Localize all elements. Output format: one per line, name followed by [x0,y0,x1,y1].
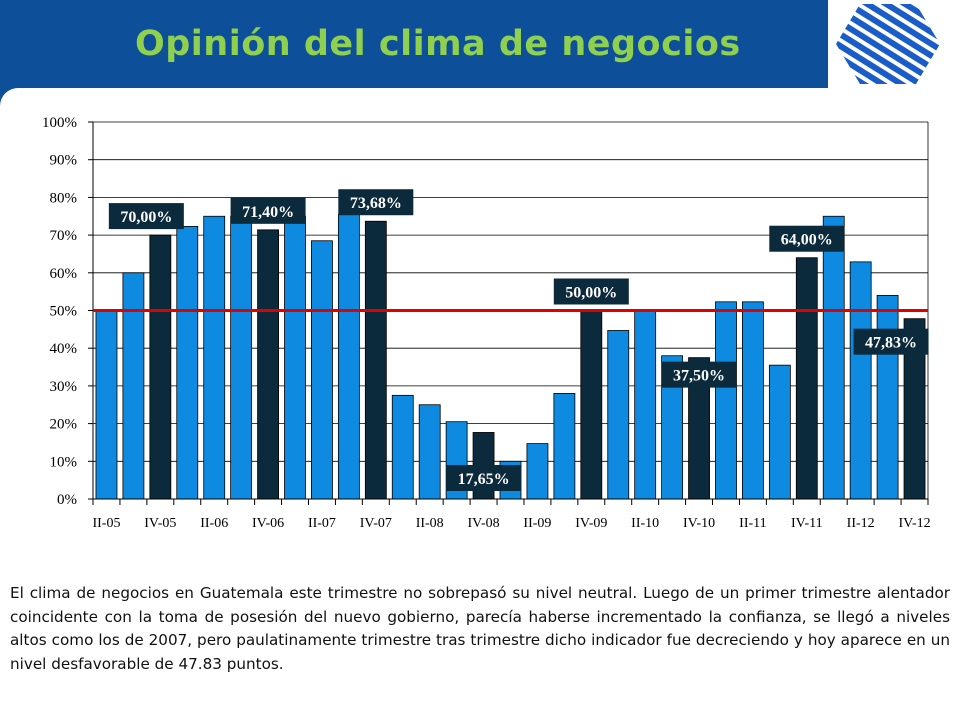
striped-hexagon-logo-icon [828,4,940,88]
y-tick-label: 20% [50,417,78,433]
description-paragraph: El clima de negocios en Guatemala este t… [10,584,950,673]
x-tick-label: II-07 [308,516,336,531]
bar [230,215,253,500]
bar [849,261,872,500]
data-label-box [553,278,629,305]
bar [526,443,549,500]
x-tick-label: IV-10 [683,516,715,531]
data-label: 64,00% [781,232,833,249]
bar [553,393,576,500]
bar [607,330,630,500]
bar [284,215,306,500]
x-tick-label: II-05 [92,516,120,531]
y-tick-label: 90% [50,153,78,169]
header-bar [0,0,828,88]
bar [634,310,657,500]
logo-stripe [836,4,940,84]
data-label: 37,50% [673,368,725,385]
bar [795,257,818,500]
x-tick-label: II-06 [200,516,228,531]
data-label: 47,83% [865,335,917,352]
data-label-box [338,189,414,216]
data-label-box [853,328,929,355]
data-label-box [446,465,522,491]
data-label-box [230,197,306,224]
data-label: 50,00% [565,285,617,302]
y-tick-label: 30% [50,379,78,395]
x-tick-label: II-08 [416,516,444,531]
bar [742,301,764,500]
y-tick-label: 80% [50,190,78,206]
bar [715,301,737,500]
data-label-box [661,361,737,388]
bar [876,295,899,500]
y-tick-label: 70% [50,228,78,244]
y-tick-label: 100% [42,115,77,131]
data-label-box [769,225,845,252]
y-tick-label: 10% [50,454,78,470]
x-tick-label: IV-05 [144,516,176,531]
y-tick-label: 40% [50,341,78,357]
y-tick-label: 60% [50,266,78,282]
bar [122,272,145,500]
bar [418,404,441,500]
data-label-box [108,203,184,230]
bar [580,310,603,500]
x-tick-label: II-11 [739,516,766,531]
bar [149,234,172,500]
x-tick-label: IV-11 [791,516,823,531]
data-label: 17,65% [458,471,510,488]
x-tick-label: IV-06 [252,516,284,531]
x-tick-label: II-09 [523,516,551,531]
bar [176,226,199,500]
bar [337,213,360,500]
y-tick-label: 0% [57,492,77,508]
page-title: Opinión del clima de negocios [135,24,741,64]
bar [364,220,387,500]
bar [95,310,118,500]
x-tick-label: IV-12 [898,516,930,531]
y-tick-label: 50% [50,304,78,320]
bar [311,240,333,500]
x-tick-label: IV-07 [360,516,392,531]
data-label: 73,68% [350,195,402,212]
data-label: 70,00% [120,209,172,226]
logo-stripe [836,17,940,84]
x-tick-label: IV-08 [467,516,499,531]
bar [203,215,226,500]
bar-chart: 0% 10% 20% 30% 40% 50% 60% 70% 80% 90% 100% II-05 IV… [42,115,931,531]
x-tick-label: IV-09 [575,516,607,531]
bar [822,215,845,500]
bar [768,364,791,500]
logo-area [828,0,960,88]
data-label: 71,40% [242,204,294,221]
logo-stripe [836,9,940,84]
x-tick-label: II-10 [631,516,659,531]
logo-stripe [836,4,940,81]
x-tick-label: II-12 [847,516,875,531]
logo-stripe [836,4,940,84]
logo-stripe [828,86,926,88]
bar [391,394,414,500]
logo-stripe [836,4,940,72]
bar [257,229,279,500]
header-corner [0,88,18,106]
